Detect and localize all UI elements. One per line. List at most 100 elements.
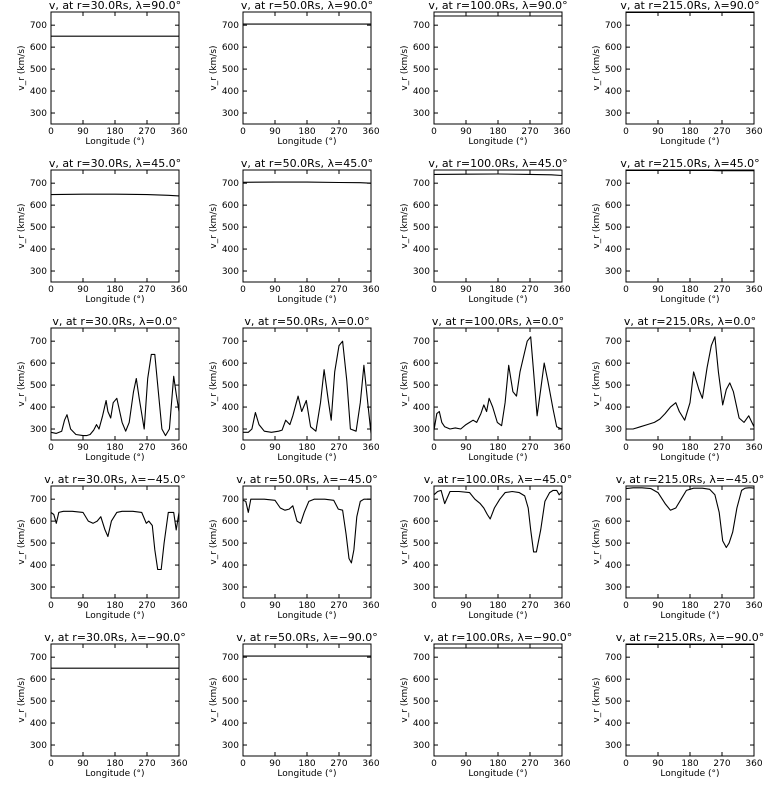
y-tick-label: 300: [222, 267, 239, 277]
x-tick-label: 90: [652, 127, 664, 137]
y-axis-label: v_r (km/s): [592, 361, 602, 406]
x-axis-label: Longitude (°): [277, 453, 336, 463]
y-tick-label: 600: [222, 675, 239, 685]
x-tick-label: 360: [745, 443, 762, 453]
x-tick-label: 0: [623, 443, 629, 453]
x-tick-label: 270: [330, 601, 347, 611]
y-tick-label: 300: [413, 109, 430, 119]
y-axis-label: v_r (km/s): [17, 203, 27, 248]
y-tick-label: 500: [222, 381, 239, 391]
y-tick-label: 600: [605, 517, 622, 527]
y-tick-label: 700: [605, 495, 622, 505]
y-tick-label: 300: [605, 583, 622, 593]
x-axis-label: Longitude (°): [468, 137, 527, 147]
y-tick-label: 600: [605, 201, 622, 211]
y-tick-label: 400: [30, 561, 47, 571]
y-tick-label: 700: [413, 337, 430, 347]
x-tick-label: 90: [269, 601, 281, 611]
panel-title: v, at r=215.0Rs, λ=45.0°: [620, 157, 759, 170]
y-tick-label: 300: [30, 267, 47, 277]
x-tick-label: 0: [431, 601, 437, 611]
panel-title: v, at r=50.0Rs, λ=0.0°: [244, 315, 369, 328]
y-tick-label: 700: [222, 653, 239, 663]
x-tick-label: 360: [170, 443, 187, 453]
x-axis-label: Longitude (°): [85, 137, 144, 147]
axes-frame: [434, 170, 562, 282]
panel-title: v, at r=100.0Rs, λ=90.0°: [428, 0, 567, 12]
x-tick-label: 270: [713, 127, 730, 137]
panel-title: v, at r=50.0Rs, λ=90.0°: [241, 0, 373, 12]
y-tick-label: 500: [30, 697, 47, 707]
panel-title: v, at r=30.0Rs, λ=90.0°: [49, 0, 181, 12]
panel-title: v, at r=100.0Rs, λ=−45.0°: [424, 473, 573, 486]
axes-frame: [243, 486, 371, 598]
y-tick-label: 500: [413, 381, 430, 391]
y-tick-label: 400: [30, 719, 47, 729]
y-tick-label: 600: [30, 43, 47, 53]
y-tick-label: 500: [605, 539, 622, 549]
series-line: [51, 354, 179, 435]
x-tick-label: 270: [521, 285, 538, 295]
x-tick-label: 270: [521, 443, 538, 453]
x-tick-label: 270: [138, 127, 155, 137]
series-line: [434, 490, 562, 552]
y-tick-label: 600: [605, 43, 622, 53]
axes-frame: [626, 328, 754, 440]
x-tick-label: 0: [431, 285, 437, 295]
y-tick-label: 300: [413, 583, 430, 593]
x-tick-label: 0: [240, 285, 246, 295]
x-tick-label: 360: [553, 127, 570, 137]
y-tick-label: 600: [30, 675, 47, 685]
y-tick-label: 300: [605, 109, 622, 119]
axes-frame: [51, 12, 179, 124]
x-tick-label: 180: [298, 601, 315, 611]
x-axis-label: Longitude (°): [660, 769, 719, 779]
series-line: [51, 194, 179, 196]
panel-title: v, at r=30.0Rs, λ=0.0°: [52, 315, 177, 328]
x-tick-label: 180: [681, 443, 698, 453]
series-line: [626, 488, 754, 548]
panel-title: v, at r=50.0Rs, λ=45.0°: [241, 157, 373, 170]
axes-frame: [434, 12, 562, 124]
x-axis-label: Longitude (°): [85, 611, 144, 621]
panel-title: v, at r=30.0Rs, λ=45.0°: [49, 157, 181, 170]
y-tick-label: 600: [413, 201, 430, 211]
y-tick-label: 500: [222, 539, 239, 549]
x-tick-label: 180: [681, 285, 698, 295]
x-tick-label: 0: [240, 127, 246, 137]
x-tick-label: 180: [298, 443, 315, 453]
y-tick-label: 500: [222, 65, 239, 75]
x-tick-label: 0: [623, 601, 629, 611]
y-tick-label: 300: [413, 267, 430, 277]
y-tick-label: 400: [413, 561, 430, 571]
panel-title: v, at r=215.0Rs, λ=0.0°: [624, 315, 756, 328]
x-tick-label: 270: [713, 443, 730, 453]
x-axis-label: Longitude (°): [660, 453, 719, 463]
y-tick-label: 600: [30, 517, 47, 527]
x-tick-label: 360: [745, 285, 762, 295]
x-tick-label: 90: [460, 443, 472, 453]
x-tick-label: 180: [489, 285, 506, 295]
y-tick-label: 700: [222, 179, 239, 189]
y-tick-label: 600: [222, 359, 239, 369]
x-tick-label: 0: [240, 601, 246, 611]
axes-frame: [51, 170, 179, 282]
y-axis-label: v_r (km/s): [592, 519, 602, 564]
y-tick-label: 300: [30, 741, 47, 751]
x-tick-label: 180: [106, 443, 123, 453]
y-axis-label: v_r (km/s): [17, 45, 27, 90]
x-tick-label: 270: [138, 443, 155, 453]
axes-frame: [243, 170, 371, 282]
